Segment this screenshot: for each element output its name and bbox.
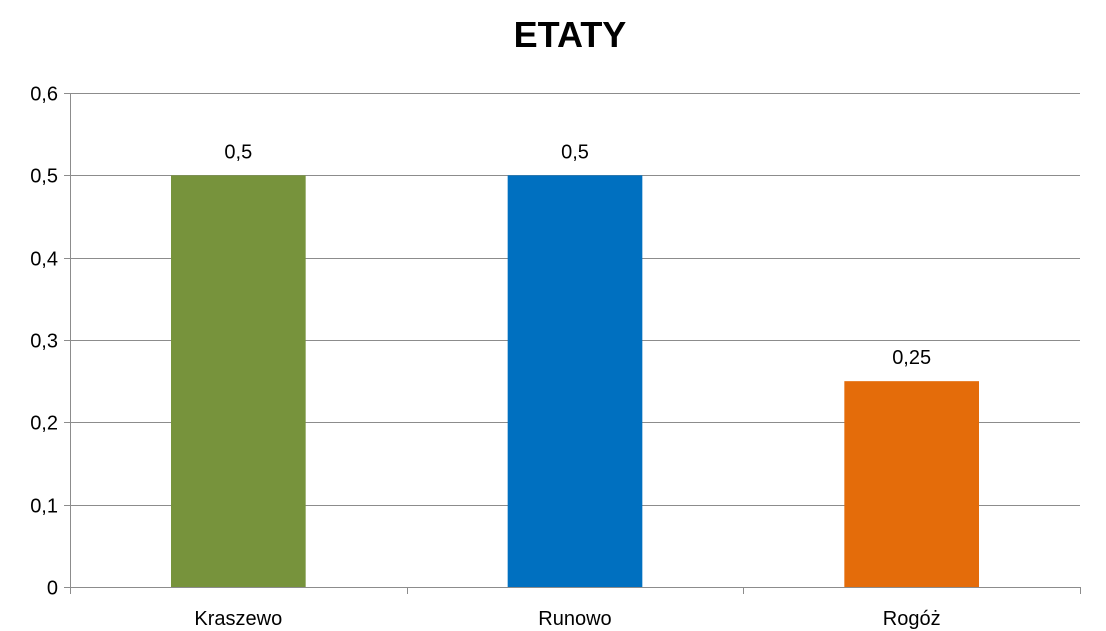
y-tick-label: 0,6 — [30, 84, 58, 106]
x-tick-label: Rogóż — [883, 608, 941, 630]
x-tick-label: Runowo — [538, 608, 611, 630]
x-axis-tick-labels: Kraszewo Runowo Rogóż — [194, 608, 940, 630]
y-tick-label: 0,4 — [30, 249, 58, 271]
bar-rogóż — [844, 381, 979, 587]
data-labels: 0,5 0,5 0,25 — [224, 141, 931, 369]
data-label: 0,5 — [224, 141, 252, 163]
bar-kraszewo — [171, 175, 306, 588]
chart-title: ETATY — [514, 14, 627, 55]
axes — [64, 93, 1081, 594]
data-label: 0,5 — [561, 141, 589, 163]
y-axis-tick-labels: 0 0,1 0,2 0,3 0,4 0,5 0,6 — [30, 84, 58, 600]
y-tick-label: 0,2 — [30, 413, 58, 435]
y-tick-label: 0,1 — [30, 496, 58, 518]
x-tick-label: Kraszewo — [194, 608, 282, 630]
y-tick-label: 0 — [47, 578, 58, 600]
bar-runowo — [507, 175, 643, 588]
data-label: 0,25 — [892, 347, 931, 369]
bars — [171, 175, 979, 588]
y-tick-label: 0,5 — [30, 166, 58, 188]
y-tick-label: 0,3 — [30, 331, 58, 353]
